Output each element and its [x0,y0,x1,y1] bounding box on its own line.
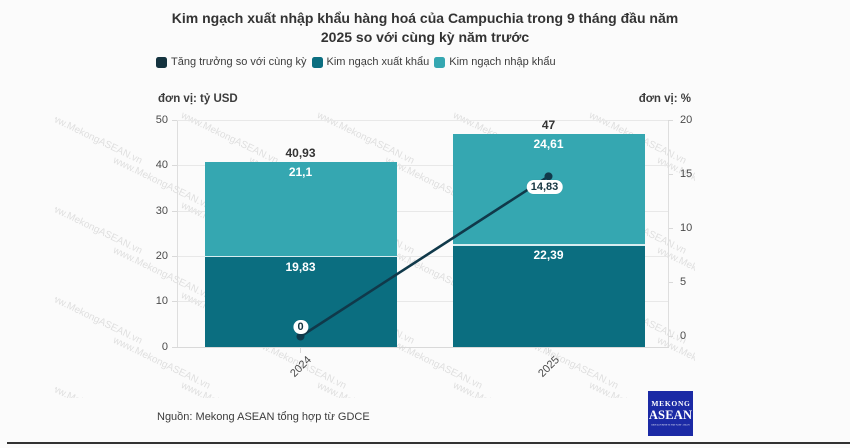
growth-line [299,175,550,338]
right-axis-caption: đơn vị: % [638,93,691,105]
left-tick-mark-30 [172,210,177,212]
plot-border-right [668,120,669,347]
source-note: Nguồn: Mekong ASEAN tổng hợp từ GDCE [157,411,370,423]
gridline-left-10 [177,301,668,303]
left-axis-caption: đơn vị: tỷ USD [158,93,238,105]
legend-item-growth[interactable]: Tăng trưởng so với cùng kỳ [156,56,307,68]
export-value-label-2024: 19,83 [285,259,316,274]
x-tick-mark-2025 [548,348,549,353]
chart-title: Kim ngạch xuất nhập khẩu hàng hoá của Ca… [171,10,679,45]
left-tick-label-50: 50 [155,114,168,126]
left-tick-label-10: 10 [155,295,168,308]
import-value-label-2024: 21,1 [288,164,313,179]
plot-border-left [177,120,178,347]
left-tick-label-0: 0 [161,340,168,353]
left-tick-label-40: 40 [155,159,168,172]
gridline-left-30 [177,210,668,212]
right-tick-label-5: 5 [680,276,687,288]
growth-point-2025[interactable] [544,172,553,181]
growth-value-label-2024: 0 [292,320,309,334]
mekong-asean-logo[interactable]: MEKONG ASEAN DIỄN ĐÀN KINH TẾ VIỆT NAM -… [648,391,693,436]
bottom-rule [7,442,850,444]
bar-import-2024[interactable] [204,161,397,256]
bar-divider-2025 [452,244,645,246]
right-tick-label-15: 15 [680,168,693,180]
total-value-label-2024: 40,93 [285,145,316,160]
right-tick-mark-15 [668,174,673,175]
left-tick-mark-20 [172,255,177,257]
right-tick-label-20: 20 [680,114,693,126]
legend: Tăng trưởng so với cùng kỳ Kim ngạch xuấ… [156,56,561,68]
right-tick-label-10: 10 [680,222,693,234]
right-tick-mark-0 [668,336,673,337]
x-axis-line [177,347,669,348]
left-tick-mark-0 [172,346,177,348]
right-tick-mark-20 [668,120,673,121]
bar-divider-2024 [204,255,397,258]
legend-label-import: Kim ngạch nhập khẩu [449,56,556,68]
import-value-label-2025: 24,61 [533,137,564,152]
legend-swatch-growth [156,56,167,68]
left-tick-label-20: 20 [155,249,168,262]
legend-label-growth: Tăng trưởng so với cùng kỳ [171,56,307,68]
legend-swatch-export [311,56,323,68]
left-tick-mark-50 [172,120,177,121]
right-tick-mark-10 [668,228,673,229]
logo-text-mekong: MEKONG [651,399,691,408]
left-tick-mark-40 [172,165,177,167]
total-value-label-2025: 47 [541,118,556,133]
right-tick-mark-5 [668,282,673,283]
left-tick-mark-10 [172,301,177,303]
legend-label-export: Kim ngạch xuất khẩu [326,56,430,68]
legend-item-import[interactable]: Kim ngạch nhập khẩu [434,56,556,68]
logo-text-asean: ASEAN [648,408,693,422]
right-tick-label-0: 0 [680,330,687,342]
export-value-label-2025: 22,39 [533,248,564,263]
bar-export-2025[interactable] [452,245,645,347]
logo-tagline: DIỄN ĐÀN KINH TẾ VIỆT NAM - ASEAN [651,424,690,427]
growth-point-2024[interactable] [296,332,305,341]
x-tick-mark-2024 [300,348,301,353]
growth-value-label-2025: 14,83 [526,180,563,195]
gridline-left-50 [177,120,668,121]
legend-item-export[interactable]: Kim ngạch xuất khẩu [311,56,430,68]
legend-swatch-import [434,56,446,68]
left-tick-label-30: 30 [155,204,168,217]
gridline-left-40 [177,165,668,167]
